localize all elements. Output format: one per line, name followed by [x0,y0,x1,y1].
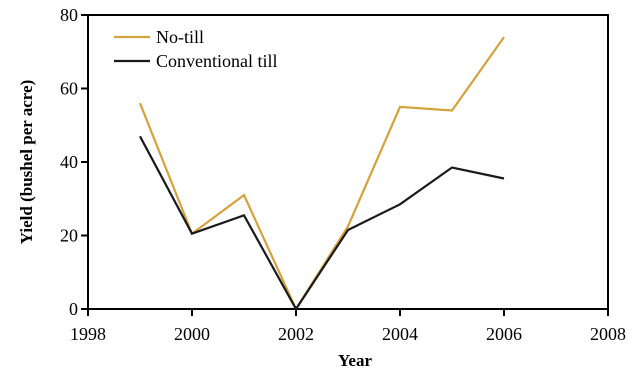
y-tick-label: 0 [69,299,78,319]
x-tick-label: 2000 [174,324,210,344]
legend-label: No-till [156,27,204,47]
x-axis-title: Year [338,351,372,370]
y-tick-label: 40 [60,152,78,172]
y-axis: 0 20 40 60 80 [60,5,88,319]
series-layer [138,36,505,312]
x-tick-label: 2006 [486,324,522,344]
x-tick-label: 2008 [590,324,626,344]
y-tick-label: 20 [60,226,78,246]
legend-label: Conventional till [156,51,278,71]
legend: No-till Conventional till [114,27,278,71]
x-tick-label: 2002 [278,324,314,344]
series-line-conventional-till [139,135,505,312]
x-axis: 1998 2000 2002 2004 2006 2008 [70,309,626,344]
y-tick-label: 80 [60,5,78,25]
y-axis-title: Yield (bushel per acre) [17,80,36,244]
y-tick-label: 60 [60,79,78,99]
x-tick-label: 1998 [70,324,106,344]
x-tick-label: 2004 [382,324,418,344]
